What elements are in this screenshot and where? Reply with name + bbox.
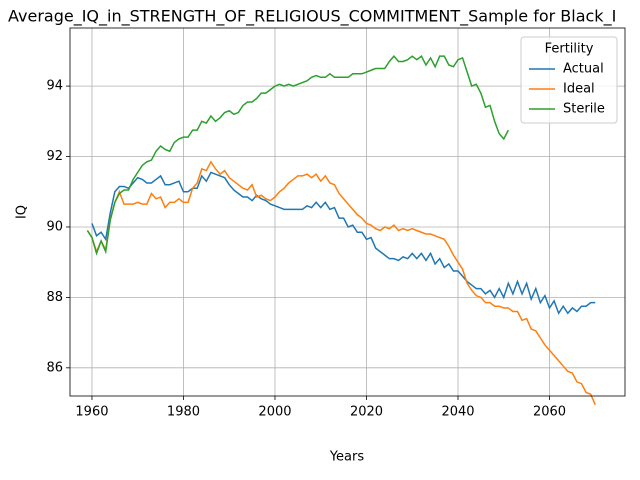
legend-label: Ideal xyxy=(563,82,595,97)
x-tick-label: 1960 xyxy=(75,405,108,420)
line-series xyxy=(91,171,596,315)
chart-title: Average_IQ_in_STRENGTH_OF_RELIGIOUS_COMM… xyxy=(8,7,616,27)
legend-title: Fertility xyxy=(545,42,594,57)
line-series xyxy=(86,160,596,406)
x-axis-label: Years xyxy=(329,450,365,465)
x-tick-label: 2040 xyxy=(441,405,474,420)
y-tick-label: 94 xyxy=(46,79,63,94)
x-tick-label: 2060 xyxy=(533,405,566,420)
y-tick-label: 92 xyxy=(46,149,63,164)
x-tick-label: 2020 xyxy=(350,405,383,420)
y-tick-label: 86 xyxy=(46,360,63,375)
y-tick-label: 88 xyxy=(46,290,63,305)
legend-label: Actual xyxy=(563,62,604,77)
axes-frame xyxy=(69,27,626,397)
line-series xyxy=(86,55,509,256)
y-axis-label: IQ xyxy=(15,205,30,219)
x-tick-label: 2000 xyxy=(258,405,291,420)
legend-label: Sterile xyxy=(563,102,605,117)
x-tick-label: 1980 xyxy=(167,405,200,420)
legend-box xyxy=(520,36,618,124)
y-tick-label: 90 xyxy=(46,219,63,234)
